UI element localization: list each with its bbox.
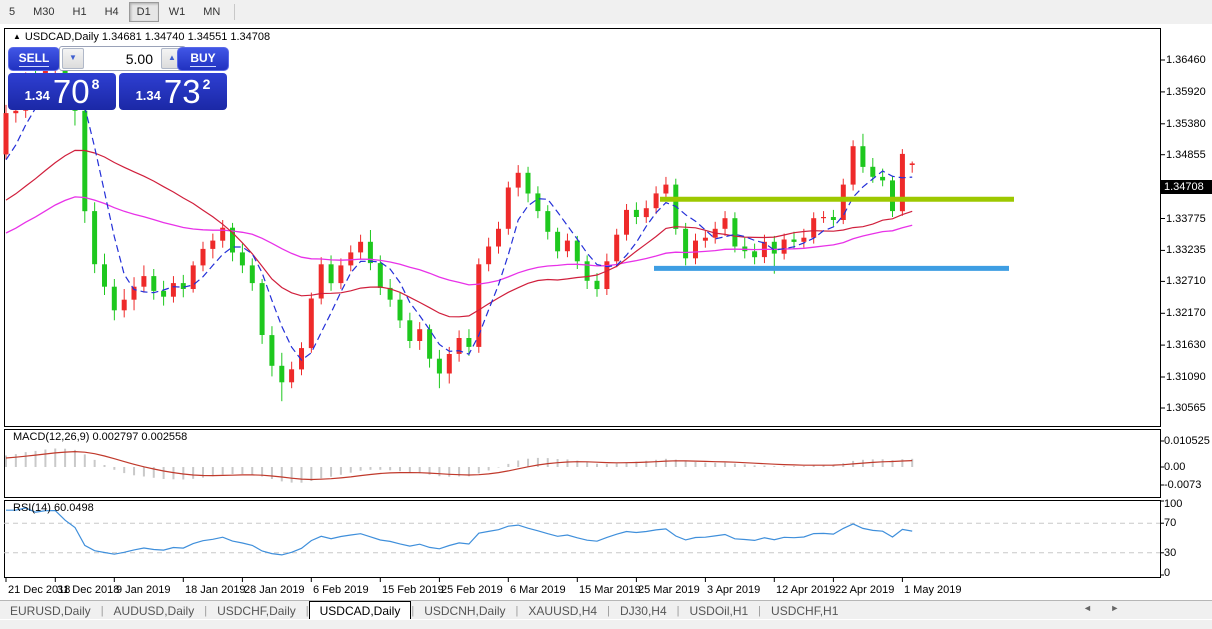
date-axis-label: 6 Feb 2019 <box>313 584 369 596</box>
date-axis-label: 18 Jan 2019 <box>185 584 246 596</box>
price-axis-label: 1.34855 <box>1166 149 1206 161</box>
date-axis-label: 3 Apr 2019 <box>707 584 761 596</box>
tab-separator: | <box>515 605 519 617</box>
price-axis-label: 1.31630 <box>1166 339 1206 351</box>
price-axis-label: 1.30565 <box>1166 402 1206 414</box>
price-axis-label: 1.32170 <box>1166 307 1206 319</box>
chart-tab-dj30-h4[interactable]: DJ30,H4 <box>619 604 667 618</box>
macd-label: MACD(12,26,9) 0.002797 0.002558 <box>13 431 188 443</box>
chart-tab-audusd-daily[interactable]: AUDUSD,Daily <box>113 604 195 618</box>
date-axis-label: 25 Feb 2019 <box>441 584 503 596</box>
chart-window[interactable]: ▲ USDCAD,Daily 1.34681 1.34740 1.34551 1.… <box>0 24 1212 600</box>
date-axis-label: 21 Dec 2018 <box>8 584 71 596</box>
buy-price-box[interactable]: 1.34 73 2 <box>119 73 227 110</box>
date-axis-label: 15 Feb 2019 <box>382 584 444 596</box>
price-axis-label: 1.33235 <box>1166 244 1206 256</box>
current-price-badge: 1.34708 <box>1161 180 1212 194</box>
chart-title-text: USDCAD,Daily 1.34681 1.34740 1.34551 1.3… <box>24 31 271 43</box>
date-axis-label: 22 Apr 2019 <box>835 584 895 596</box>
date-axis-label: 25 Mar 2019 <box>638 584 700 596</box>
price-axis-label: 1.36460 <box>1166 54 1206 66</box>
sell-button[interactable]: SELL <box>8 47 60 71</box>
tab-separator: | <box>305 605 309 617</box>
buy-button[interactable]: BUY <box>177 47 229 71</box>
sell-price-prefix: 1.34 <box>24 88 50 103</box>
date-axis-label: 15 Mar 2019 <box>579 584 641 596</box>
buy-price-big: 73 <box>163 73 201 110</box>
timeframe-button-w1[interactable]: W1 <box>168 6 186 18</box>
chart-tab-bar: EURUSD,Daily | AUDUSD,Daily | USDCHF,Daily | U… <box>0 600 1212 619</box>
buy-price-sup: 2 <box>202 76 211 92</box>
chart-title: ▲ USDCAD,Daily 1.34681 1.34740 1.34551 1.… <box>13 31 270 43</box>
macd-axis-label: -0.0073 <box>1164 479 1202 491</box>
chart-tab-usdcad-daily[interactable]: USDCAD,Daily <box>308 601 412 619</box>
date-axis-label: 28 Jan 2019 <box>244 584 305 596</box>
sell-price-big: 70 <box>52 73 90 110</box>
chart-tab-eurusd-daily[interactable]: EURUSD,Daily <box>10 604 91 618</box>
chevron-down-icon: ▼ <box>69 53 77 62</box>
tab-separator: | <box>607 605 610 617</box>
tab-separator: | <box>411 605 415 617</box>
volume-input[interactable]: 5.00 <box>125 50 153 67</box>
timeframe-button-mn[interactable]: MN <box>203 6 221 18</box>
date-axis-label: 9 Jan 2019 <box>116 584 171 596</box>
price-axis-label: 1.35920 <box>1166 86 1206 98</box>
timeframe-button-h4[interactable]: H4 <box>104 6 119 18</box>
chevron-up-icon: ▲ <box>168 53 176 62</box>
rsi-axis-label: 70 <box>1164 517 1177 529</box>
one-click-trading-panel: SELL ▼ 5.00 ▲ BUY 1.34 70 8 1.34 73 2 <box>8 45 229 110</box>
sell-price-sup: 8 <box>91 76 100 92</box>
date-axis-label: 31 Dec 2018 <box>57 584 120 596</box>
tab-separator: | <box>676 605 680 617</box>
rsi-axis-label: 0 <box>1164 567 1171 579</box>
timeframe-toolbar: 5 M30 H1 H4 D1 W1 MN <box>0 0 1212 25</box>
timeframe-button-d1[interactable]: D1 <box>128 2 159 22</box>
tab-separator: | <box>100 605 104 617</box>
symbol-arrow-icon: ▲ <box>13 32 21 41</box>
toolbar-separator <box>234 4 236 20</box>
macd-axis-label: 0.010525 <box>1164 435 1210 447</box>
price-axis-label: 1.33775 <box>1166 213 1206 225</box>
volume-spinner: ▼ 5.00 ▲ <box>59 46 186 71</box>
chart-tab-usdchf-h1[interactable]: USDCHF,H1 <box>771 604 839 618</box>
timeframe-button-5[interactable]: 5 <box>9 6 16 18</box>
buy-price-prefix: 1.34 <box>135 88 161 103</box>
rsi-axis-label: 30 <box>1164 547 1177 559</box>
status-bar <box>0 619 1212 629</box>
date-axis-label: 12 Apr 2019 <box>776 584 836 596</box>
chart-tab-usdchf-daily[interactable]: USDCHF,Daily <box>217 604 296 618</box>
sell-price-box[interactable]: 1.34 70 8 <box>8 73 116 110</box>
price-axis-label: 1.31090 <box>1166 371 1206 383</box>
timeframe-button-m30[interactable]: M30 <box>33 6 55 18</box>
volume-decrease-button[interactable]: ▼ <box>62 48 84 69</box>
rsi-axis-label: 100 <box>1164 498 1183 510</box>
price-axis-label: 1.32710 <box>1166 275 1206 287</box>
tab-separator: | <box>204 605 208 617</box>
date-axis-label: 6 Mar 2019 <box>510 584 566 596</box>
tab-scroll-arrows[interactable]: ◄ ► <box>1083 603 1128 613</box>
rsi-label: RSI(14) 60.0498 <box>13 502 94 514</box>
date-axis-label: 1 May 2019 <box>904 584 962 596</box>
timeframe-button-h1[interactable]: H1 <box>72 6 87 18</box>
chart-tab-usdcnh-daily[interactable]: USDCNH,Daily <box>424 604 506 618</box>
price-axis-label: 1.35380 <box>1166 118 1206 130</box>
macd-axis-label: 0.00 <box>1164 461 1186 473</box>
chart-tab-xauusd-h4[interactable]: XAUUSD,H4 <box>528 604 598 618</box>
tab-separator: | <box>758 605 762 617</box>
chart-tab-usdoil-h1[interactable]: USDOil,H1 <box>689 604 749 618</box>
